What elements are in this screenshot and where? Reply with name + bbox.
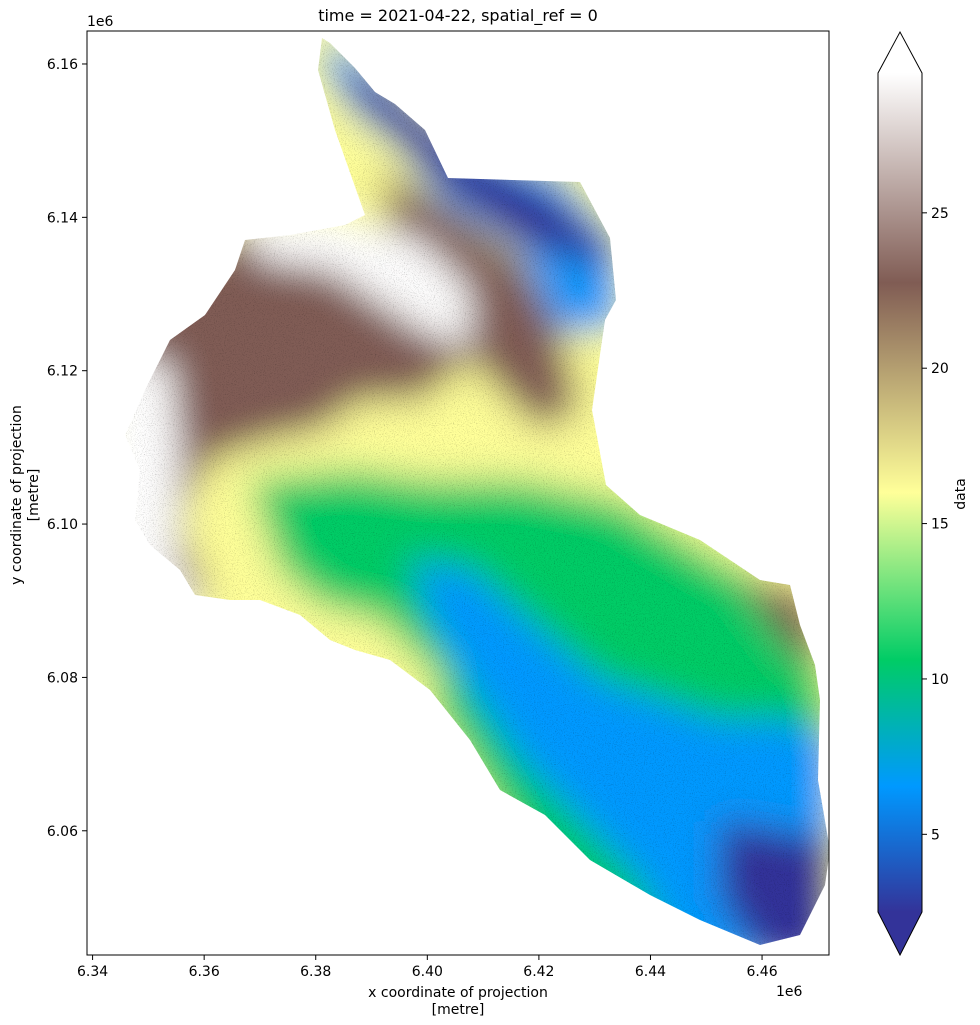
- colorbar-tick-label: 15: [931, 517, 949, 533]
- colorbar-tick-label: 5: [931, 827, 940, 843]
- x-axis-label: x coordinate of projection: [368, 985, 548, 1001]
- y-axis-label: y coordinate of projection: [9, 405, 25, 585]
- y-axis-label-units: [metre]: [26, 469, 42, 522]
- x-axis-ticks: 6.34 6.36 6.38 6.40 6.42 6.44 6.46: [77, 955, 778, 980]
- colorbar-tick-label: 10: [931, 672, 949, 688]
- y-tick-label: 6.10: [47, 517, 78, 533]
- colorbar-outline: [877, 30, 923, 957]
- x-axis-offset-label: 1e6: [776, 984, 803, 1000]
- x-axis-label-units: [metre]: [432, 1002, 485, 1018]
- x-tick-label: 6.36: [189, 964, 220, 980]
- colorbar-extend-max: [878, 32, 922, 73]
- x-tick-label: 6.34: [77, 964, 108, 980]
- y-tick-label: 6.14: [47, 210, 78, 226]
- x-tick-label: 6.38: [300, 964, 331, 980]
- y-tick-label: 6.06: [47, 824, 78, 840]
- colorbar-gradient: [878, 73, 922, 912]
- x-tick-label: 6.46: [746, 964, 777, 980]
- x-tick-label: 6.44: [635, 964, 666, 980]
- colorbar-tick-label: 25: [931, 206, 949, 222]
- x-tick-label: 6.42: [523, 964, 554, 980]
- y-tick-label: 6.12: [47, 364, 78, 380]
- y-axis-offset-label: 1e6: [87, 14, 114, 30]
- colorbar-ticks: 5 10 15 20 25: [922, 206, 949, 843]
- y-tick-label: 6.16: [47, 57, 78, 73]
- y-axis-ticks: 6.06 6.08 6.10 6.12 6.14 6.16: [47, 57, 87, 840]
- axes-frame: [86, 30, 830, 956]
- colorbar: 5 10 15 20 25 data: [877, 30, 969, 957]
- colorbar-label: data: [953, 478, 969, 510]
- colorbar-tick-label: 20: [931, 361, 949, 377]
- colorbar-extend-min: [878, 912, 922, 955]
- chart-title: time = 2021-04-22, spatial_ref = 0: [318, 6, 598, 26]
- y-tick-label: 6.08: [47, 670, 78, 686]
- x-tick-label: 6.40: [412, 964, 443, 980]
